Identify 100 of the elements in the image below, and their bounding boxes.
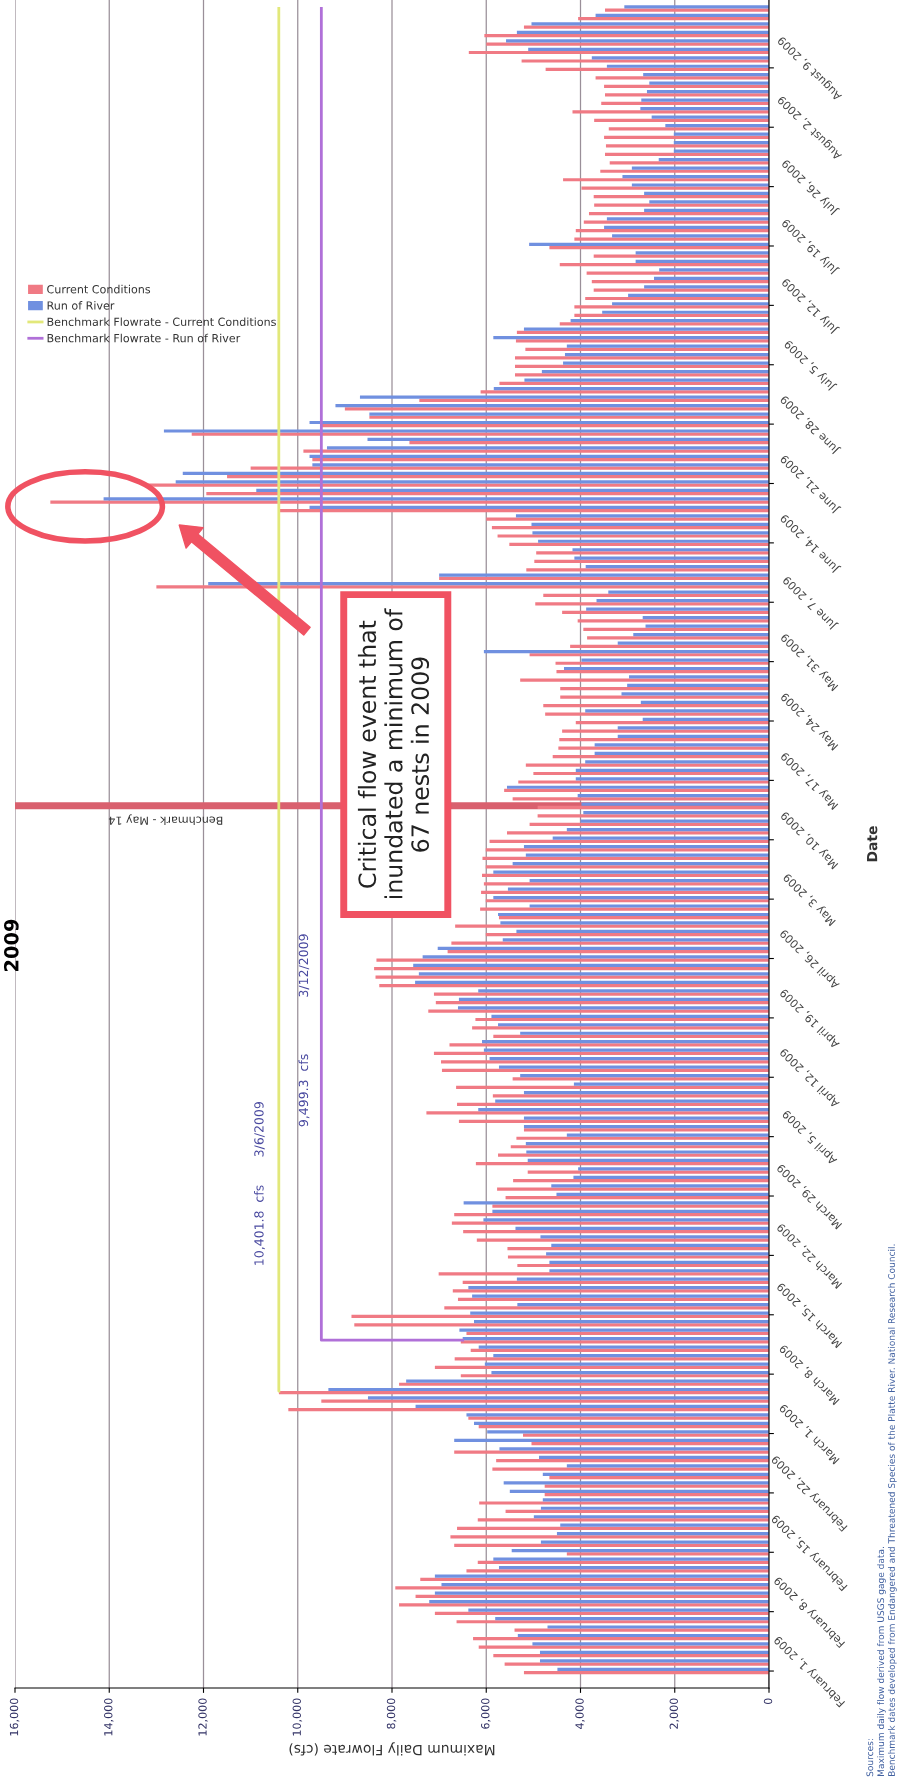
bar	[517, 1263, 769, 1268]
bar	[506, 785, 769, 789]
bar	[529, 822, 769, 827]
bar	[523, 25, 769, 29]
legend-label: Run of River	[47, 301, 115, 310]
bar	[631, 166, 769, 170]
bar	[563, 178, 769, 182]
bar	[557, 1667, 769, 1672]
bar	[558, 746, 769, 750]
bar	[484, 1362, 769, 1366]
text: Benchmark dates developed from Endangered and Threatened Species of the Platte River. National Research Council.	[887, 1244, 897, 1776]
bar	[498, 1065, 769, 1069]
bar	[629, 675, 769, 679]
bar	[475, 1162, 769, 1166]
bar	[526, 568, 769, 572]
bar	[438, 1272, 769, 1276]
bar	[537, 814, 769, 818]
x-tick-label: 14,000	[104, 1698, 114, 1736]
bar	[457, 1006, 769, 1010]
bar	[505, 1196, 769, 1200]
bar	[454, 1357, 769, 1361]
bar	[573, 1082, 769, 1086]
bar	[478, 1425, 769, 1429]
bar	[507, 1255, 769, 1259]
bar	[562, 610, 769, 614]
bar	[595, 76, 769, 80]
bar	[485, 865, 769, 869]
bar	[458, 997, 769, 1001]
bar	[602, 310, 769, 314]
bar	[466, 1569, 769, 1573]
bar	[428, 1009, 769, 1013]
bar	[525, 1141, 769, 1146]
bar	[470, 1348, 769, 1352]
bar	[581, 658, 769, 662]
bar	[517, 1633, 769, 1638]
bar	[457, 1297, 769, 1302]
bar	[435, 1000, 769, 1005]
bar	[502, 938, 769, 942]
bar	[574, 305, 769, 309]
bar	[549, 1475, 769, 1480]
bar	[496, 1458, 769, 1463]
bar	[422, 955, 769, 959]
bar	[206, 491, 769, 496]
bar	[463, 1201, 769, 1205]
bar	[604, 84, 769, 89]
bar	[525, 763, 769, 767]
bar	[309, 454, 769, 459]
bar	[622, 174, 769, 179]
bar	[546, 1252, 769, 1256]
bar	[321, 424, 769, 428]
bar	[493, 1654, 769, 1658]
bar	[486, 517, 769, 521]
bar	[103, 497, 769, 501]
bar	[566, 828, 769, 832]
bar	[191, 432, 769, 436]
bar	[673, 140, 769, 145]
bar	[512, 861, 769, 866]
bar	[512, 797, 769, 801]
bar	[594, 743, 769, 747]
bar	[531, 22, 769, 26]
bar	[359, 395, 769, 399]
bar	[531, 522, 769, 526]
bar	[462, 1280, 769, 1285]
bar	[475, 1017, 769, 1022]
bar	[434, 1574, 769, 1578]
bar	[163, 429, 769, 433]
bar	[515, 339, 769, 343]
bar	[556, 670, 769, 674]
bar	[406, 1379, 769, 1383]
bar	[507, 887, 769, 891]
x-tick-label: 12,000	[198, 1698, 208, 1736]
bar	[399, 1603, 769, 1607]
bar	[514, 1628, 769, 1632]
bar	[485, 899, 769, 903]
bar	[525, 347, 769, 351]
bar	[278, 1391, 769, 1395]
bar	[344, 407, 769, 411]
bar	[50, 500, 769, 504]
legend-label: Benchmark Flowrate - Current Conditions	[47, 317, 276, 327]
bar	[612, 234, 769, 238]
bar	[578, 16, 769, 21]
bar	[510, 1145, 769, 1149]
bar	[559, 262, 769, 267]
bar	[564, 353, 769, 357]
bar	[433, 1051, 769, 1056]
bar	[476, 1238, 769, 1242]
bar	[516, 330, 769, 335]
bar	[604, 225, 769, 230]
bar	[645, 624, 769, 628]
bar	[492, 1204, 769, 1208]
bar	[617, 641, 769, 645]
bar	[529, 878, 769, 883]
bar	[566, 1552, 769, 1556]
bar	[468, 1286, 769, 1290]
bar	[593, 254, 769, 258]
bar	[484, 33, 769, 38]
bar	[608, 590, 769, 594]
bar	[583, 220, 769, 224]
bar	[492, 1209, 769, 1213]
bar	[612, 302, 769, 306]
